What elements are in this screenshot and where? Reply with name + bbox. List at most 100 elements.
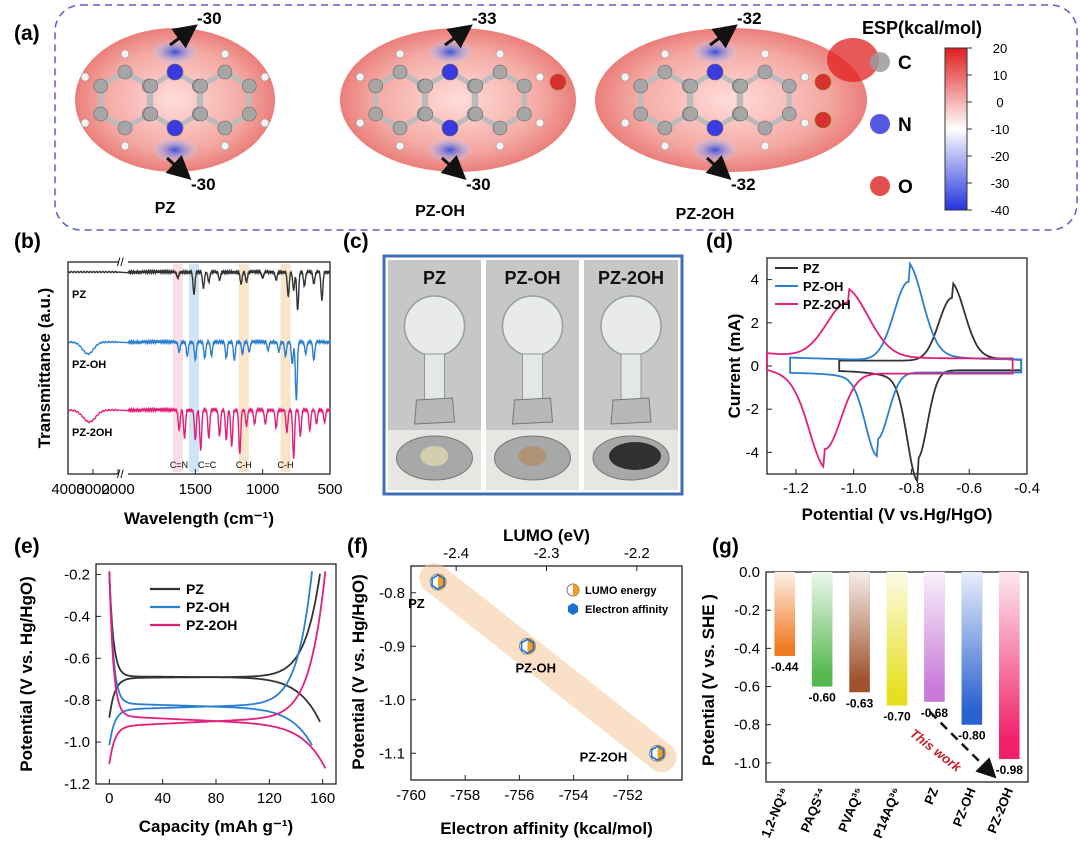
photo-pz: PZ bbox=[388, 260, 481, 490]
ftir-series-pz-2oh bbox=[67, 408, 119, 424]
hydrogen-atom bbox=[260, 118, 270, 128]
panel-label-f: (f) bbox=[347, 535, 368, 558]
nitrogen-atom bbox=[706, 63, 724, 81]
foil-wrap bbox=[413, 397, 456, 425]
molecule-pz-2oh: -32 -32 PZ-2OH bbox=[595, 9, 879, 223]
point-label: PZ-2OH bbox=[580, 749, 628, 764]
hydrogen-atom bbox=[395, 141, 405, 151]
bar-value-label: -0.68 bbox=[921, 706, 949, 720]
bar-value-label: -0.80 bbox=[958, 729, 986, 743]
x-axis-label: Electron affinity (kcal/mol) bbox=[440, 819, 653, 838]
molecule-label: PZ-OH bbox=[415, 203, 465, 220]
panel-label-c: (c) bbox=[343, 230, 369, 253]
panel-label-b: (b) bbox=[14, 230, 41, 253]
ftir-series-label: PZ bbox=[72, 289, 86, 301]
carbon-atom bbox=[781, 106, 797, 122]
carbon-atom bbox=[241, 106, 257, 122]
esp-n-region-top bbox=[153, 40, 197, 64]
atom-legend-c-icon bbox=[870, 52, 890, 72]
carbon-atom bbox=[418, 78, 434, 94]
y-tick-label: -1.0 bbox=[64, 734, 90, 751]
x-tick-label: -752 bbox=[613, 787, 643, 804]
carbon-atom bbox=[368, 78, 384, 94]
x-tick-label: 40 bbox=[154, 790, 171, 807]
hydrogen-atom bbox=[535, 118, 545, 128]
carbon-atom bbox=[781, 78, 797, 94]
bar-fade bbox=[998, 572, 1020, 741]
y-tick-label: -0.8 bbox=[734, 717, 760, 734]
discharge-curve-pz-2oh bbox=[108, 571, 327, 769]
carbon-atom bbox=[217, 64, 233, 80]
photo-label: PZ-2OH bbox=[598, 268, 664, 288]
carbon-atom bbox=[468, 106, 484, 122]
ftir-band bbox=[280, 264, 291, 472]
bar-fade bbox=[924, 572, 945, 689]
y-tick-label: -1.0 bbox=[734, 755, 760, 772]
category-label: PZ-2OH bbox=[984, 786, 1016, 836]
y-axis-label: Potential (V vs. Hg/HgO) bbox=[349, 574, 368, 770]
cv-series-pz-2oh bbox=[766, 287, 1014, 470]
category-label: PAQS³⁴ bbox=[798, 786, 829, 835]
esp-n-region-bottom bbox=[693, 138, 737, 162]
ftir-series-label: PZ-2OH bbox=[72, 427, 112, 439]
bar-fade bbox=[961, 572, 983, 710]
plot-frame-b bbox=[67, 261, 331, 475]
nitrogen-atom bbox=[706, 119, 724, 137]
axis-break-bottom: // bbox=[117, 467, 124, 481]
colorbar-tick-label: -40 bbox=[991, 203, 1010, 218]
panel-label-a: (a) bbox=[14, 22, 40, 45]
y-tick-label: 4 bbox=[751, 272, 759, 289]
bar-3: -0.70 P14AQ³⁶ bbox=[870, 572, 911, 840]
ftir-series-pz bbox=[117, 268, 331, 311]
hydrogen-atom bbox=[80, 118, 90, 128]
x-tick-label: -754 bbox=[559, 787, 589, 804]
cv-series-pz-oh bbox=[789, 261, 1023, 459]
affinity-marker bbox=[650, 745, 665, 762]
esp-surface bbox=[340, 28, 576, 172]
ftir-band bbox=[238, 264, 249, 472]
category-label: PZ bbox=[921, 785, 941, 806]
y-tick-label: -0.2 bbox=[734, 602, 760, 619]
legend-label: Electron affinity bbox=[585, 604, 669, 616]
carbon-atom bbox=[657, 64, 673, 80]
colorbar-tick-label: -20 bbox=[991, 149, 1010, 164]
carbon-atom bbox=[193, 78, 209, 94]
y-tick-label: 0.0 bbox=[739, 564, 760, 581]
panel-e: (e) PZ PZ-OH PZ-2OH 0 40 80 120 160 -0.2 -0.4 -0.6… bbox=[14, 535, 337, 836]
y-tick-label: -1.2 bbox=[64, 776, 90, 793]
carbon-atom bbox=[757, 64, 773, 80]
x-axis-label: Potential (V vs.Hg/HgO) bbox=[802, 505, 993, 524]
carbon-atom bbox=[492, 120, 508, 136]
point-label: PZ bbox=[408, 596, 425, 611]
carbon-atom bbox=[683, 106, 699, 122]
hydrogen-atom bbox=[800, 118, 810, 128]
charge-curve-pz-oh bbox=[108, 571, 313, 746]
carbon-atom bbox=[683, 78, 699, 94]
x-tick-label: 1500 bbox=[179, 481, 212, 498]
esp-value-top: -32 bbox=[737, 9, 762, 28]
flask-bulb bbox=[501, 295, 564, 357]
x2-tick-label: -2.4 bbox=[443, 545, 469, 562]
category-label: PZ-OH bbox=[950, 786, 979, 829]
carbon-atom bbox=[193, 106, 209, 122]
photo-label: PZ-OH bbox=[505, 268, 561, 288]
bar-fade bbox=[774, 572, 796, 648]
ftir-series-pz-2oh bbox=[117, 406, 331, 459]
x-tick-label: 80 bbox=[208, 790, 225, 807]
nitrogen-atom bbox=[166, 119, 184, 137]
x2-tick-label: -2.3 bbox=[534, 545, 560, 562]
bar-4: -0.68 PZ bbox=[921, 572, 949, 807]
bar-1: -0.60 PAQS³⁴ bbox=[798, 572, 836, 835]
panel-label-g: (g) bbox=[712, 535, 739, 558]
colorbar-tick-label: -10 bbox=[991, 122, 1010, 137]
atom-legend: C N O bbox=[870, 52, 913, 198]
category-label: PVAQ³⁵ bbox=[835, 786, 866, 835]
y-tick-label: -0.4 bbox=[734, 640, 760, 657]
flask-bulb bbox=[600, 295, 662, 357]
esp-arrow-bottom bbox=[440, 155, 467, 181]
esp-value-top: -33 bbox=[472, 9, 497, 28]
x-tick-label: 1000 bbox=[246, 481, 279, 498]
